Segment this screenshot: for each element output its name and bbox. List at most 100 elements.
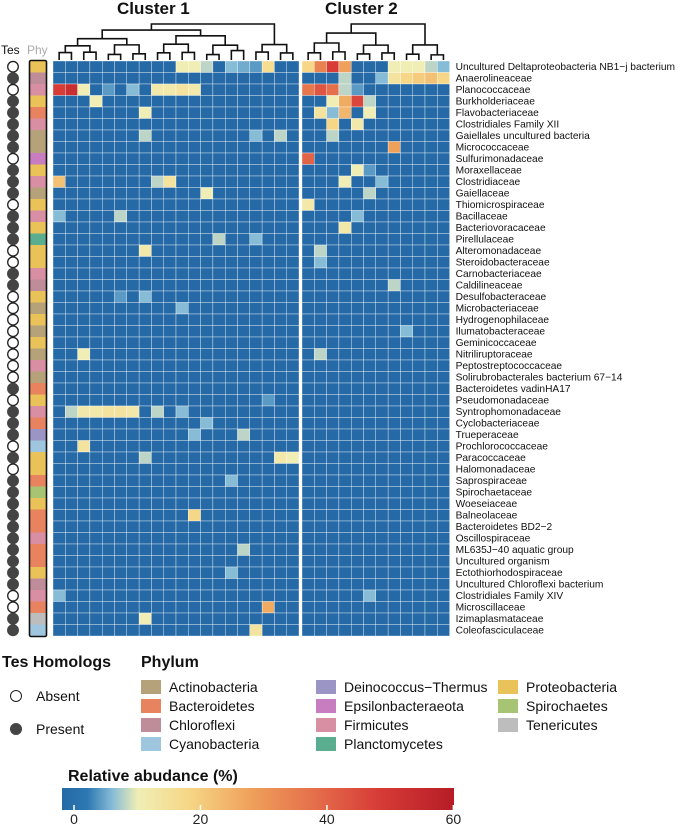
heatmap-cell — [387, 520, 401, 533]
heatmap-cell — [437, 371, 450, 384]
heatmap-cell — [163, 463, 177, 476]
heatmap-cell — [424, 175, 438, 188]
heatmap-cell — [375, 428, 389, 441]
heatmap-cell — [437, 175, 450, 188]
heatmap-cell — [261, 497, 275, 510]
heatmap-cell — [237, 612, 250, 625]
heatmap-cell — [77, 83, 91, 96]
heatmap-cell — [412, 601, 426, 614]
heatmap-cell — [77, 474, 91, 487]
heatmap-cell — [237, 313, 250, 326]
heatmap-cell — [375, 141, 389, 154]
row-label: Bacteroidetes BD2−2 — [456, 522, 553, 533]
heatmap-cell — [151, 233, 164, 246]
heatmap-cell — [102, 543, 115, 556]
heatmap-cell — [363, 520, 376, 533]
heatmap-cell — [126, 106, 140, 119]
heatmap-cell — [437, 440, 450, 453]
heatmap-cell — [387, 451, 401, 464]
heatmap-cell — [77, 520, 91, 533]
heatmap-cell — [400, 106, 413, 119]
heatmap-cell — [326, 463, 340, 476]
heatmap-cell — [338, 509, 352, 522]
heatmap-cell — [114, 382, 127, 395]
heatmap-cell — [274, 497, 287, 510]
heatmap-cell — [387, 417, 401, 430]
heatmap-cell — [175, 279, 189, 292]
heatmap-cell — [102, 106, 115, 119]
heatmap-cell — [151, 497, 164, 510]
tes-absent-marker — [7, 394, 19, 407]
phylum-column-header: Phy — [27, 43, 48, 57]
heatmap-cell — [77, 256, 91, 269]
heatmap-cell — [175, 589, 189, 602]
heatmap-cell — [89, 72, 103, 85]
heatmap-cell — [138, 175, 152, 188]
heatmap-cell — [286, 210, 300, 223]
heatmap-cell — [387, 440, 401, 453]
heatmap-cell — [412, 256, 426, 269]
heatmap-cell — [126, 267, 140, 280]
heatmap-cell — [102, 589, 115, 602]
heatmap-cell — [424, 417, 438, 430]
heatmap-cell — [89, 451, 103, 464]
heatmap-cell — [286, 612, 300, 625]
heatmap-cell — [351, 555, 364, 568]
heatmap-cell — [175, 601, 189, 614]
heatmap-cell — [163, 336, 177, 349]
heatmap-cell — [114, 141, 127, 154]
heatmap-cell — [338, 555, 352, 568]
row-label: Carnobacteriaceae — [456, 269, 542, 280]
row-label: Planococcaceae — [456, 85, 531, 96]
heatmap-cell — [188, 302, 201, 315]
heatmap-cell — [163, 601, 177, 614]
heatmap-cell — [151, 463, 164, 476]
heatmap-cell — [151, 566, 164, 579]
heatmap-cell — [138, 164, 152, 177]
colorbar-tick-label: 60 — [446, 811, 462, 827]
heatmap-cell — [274, 336, 287, 349]
heatmap-cell — [249, 313, 263, 326]
heatmap-cell — [163, 210, 177, 223]
heatmap-cell — [200, 566, 214, 579]
heatmap-cell — [351, 129, 364, 142]
colorbar-tick-label: 20 — [193, 811, 209, 827]
phylum-strip-cell — [30, 187, 46, 199]
heatmap-cell — [274, 578, 287, 591]
heatmap-cell — [175, 198, 189, 211]
heatmap-cell — [387, 359, 401, 372]
heatmap-cell — [338, 129, 352, 142]
heatmap-cell — [249, 486, 263, 499]
row-label: Paracoccaceae — [456, 453, 527, 464]
heatmap-cell — [326, 624, 340, 637]
heatmap-cell — [338, 578, 352, 591]
heatmap-cell — [261, 72, 275, 85]
heatmap-cell — [326, 371, 340, 384]
tes-absent-marker — [7, 348, 19, 361]
heatmap-cell — [274, 520, 287, 533]
row-label: Syntrophomonadaceae — [456, 407, 562, 418]
heatmap-cell — [114, 589, 127, 602]
phylum-legend-item: Proteobacteria — [498, 679, 617, 695]
heatmap-cell — [225, 624, 238, 637]
heatmap-cell — [351, 371, 364, 384]
heatmap-cell — [301, 198, 315, 211]
heatmap-cell — [249, 106, 263, 119]
phylum-swatch — [141, 680, 161, 694]
heatmap-cell — [437, 463, 450, 476]
heatmap-cell — [424, 336, 438, 349]
heatmap-cell — [363, 405, 376, 418]
heatmap-cell — [400, 348, 413, 361]
heatmap-cell — [375, 152, 389, 165]
heatmap-cell — [424, 382, 438, 395]
heatmap-cell — [375, 520, 389, 533]
row-label: Woeseiaceae — [456, 499, 518, 510]
phylum-swatch — [498, 680, 518, 694]
heatmap-cell — [237, 520, 250, 533]
heatmap-cell — [261, 106, 275, 119]
heatmap-cell — [114, 210, 127, 223]
heatmap-cell — [301, 175, 315, 188]
heatmap-cell — [126, 152, 140, 165]
heatmap-cell — [77, 497, 91, 510]
heatmap-cell — [424, 72, 438, 85]
